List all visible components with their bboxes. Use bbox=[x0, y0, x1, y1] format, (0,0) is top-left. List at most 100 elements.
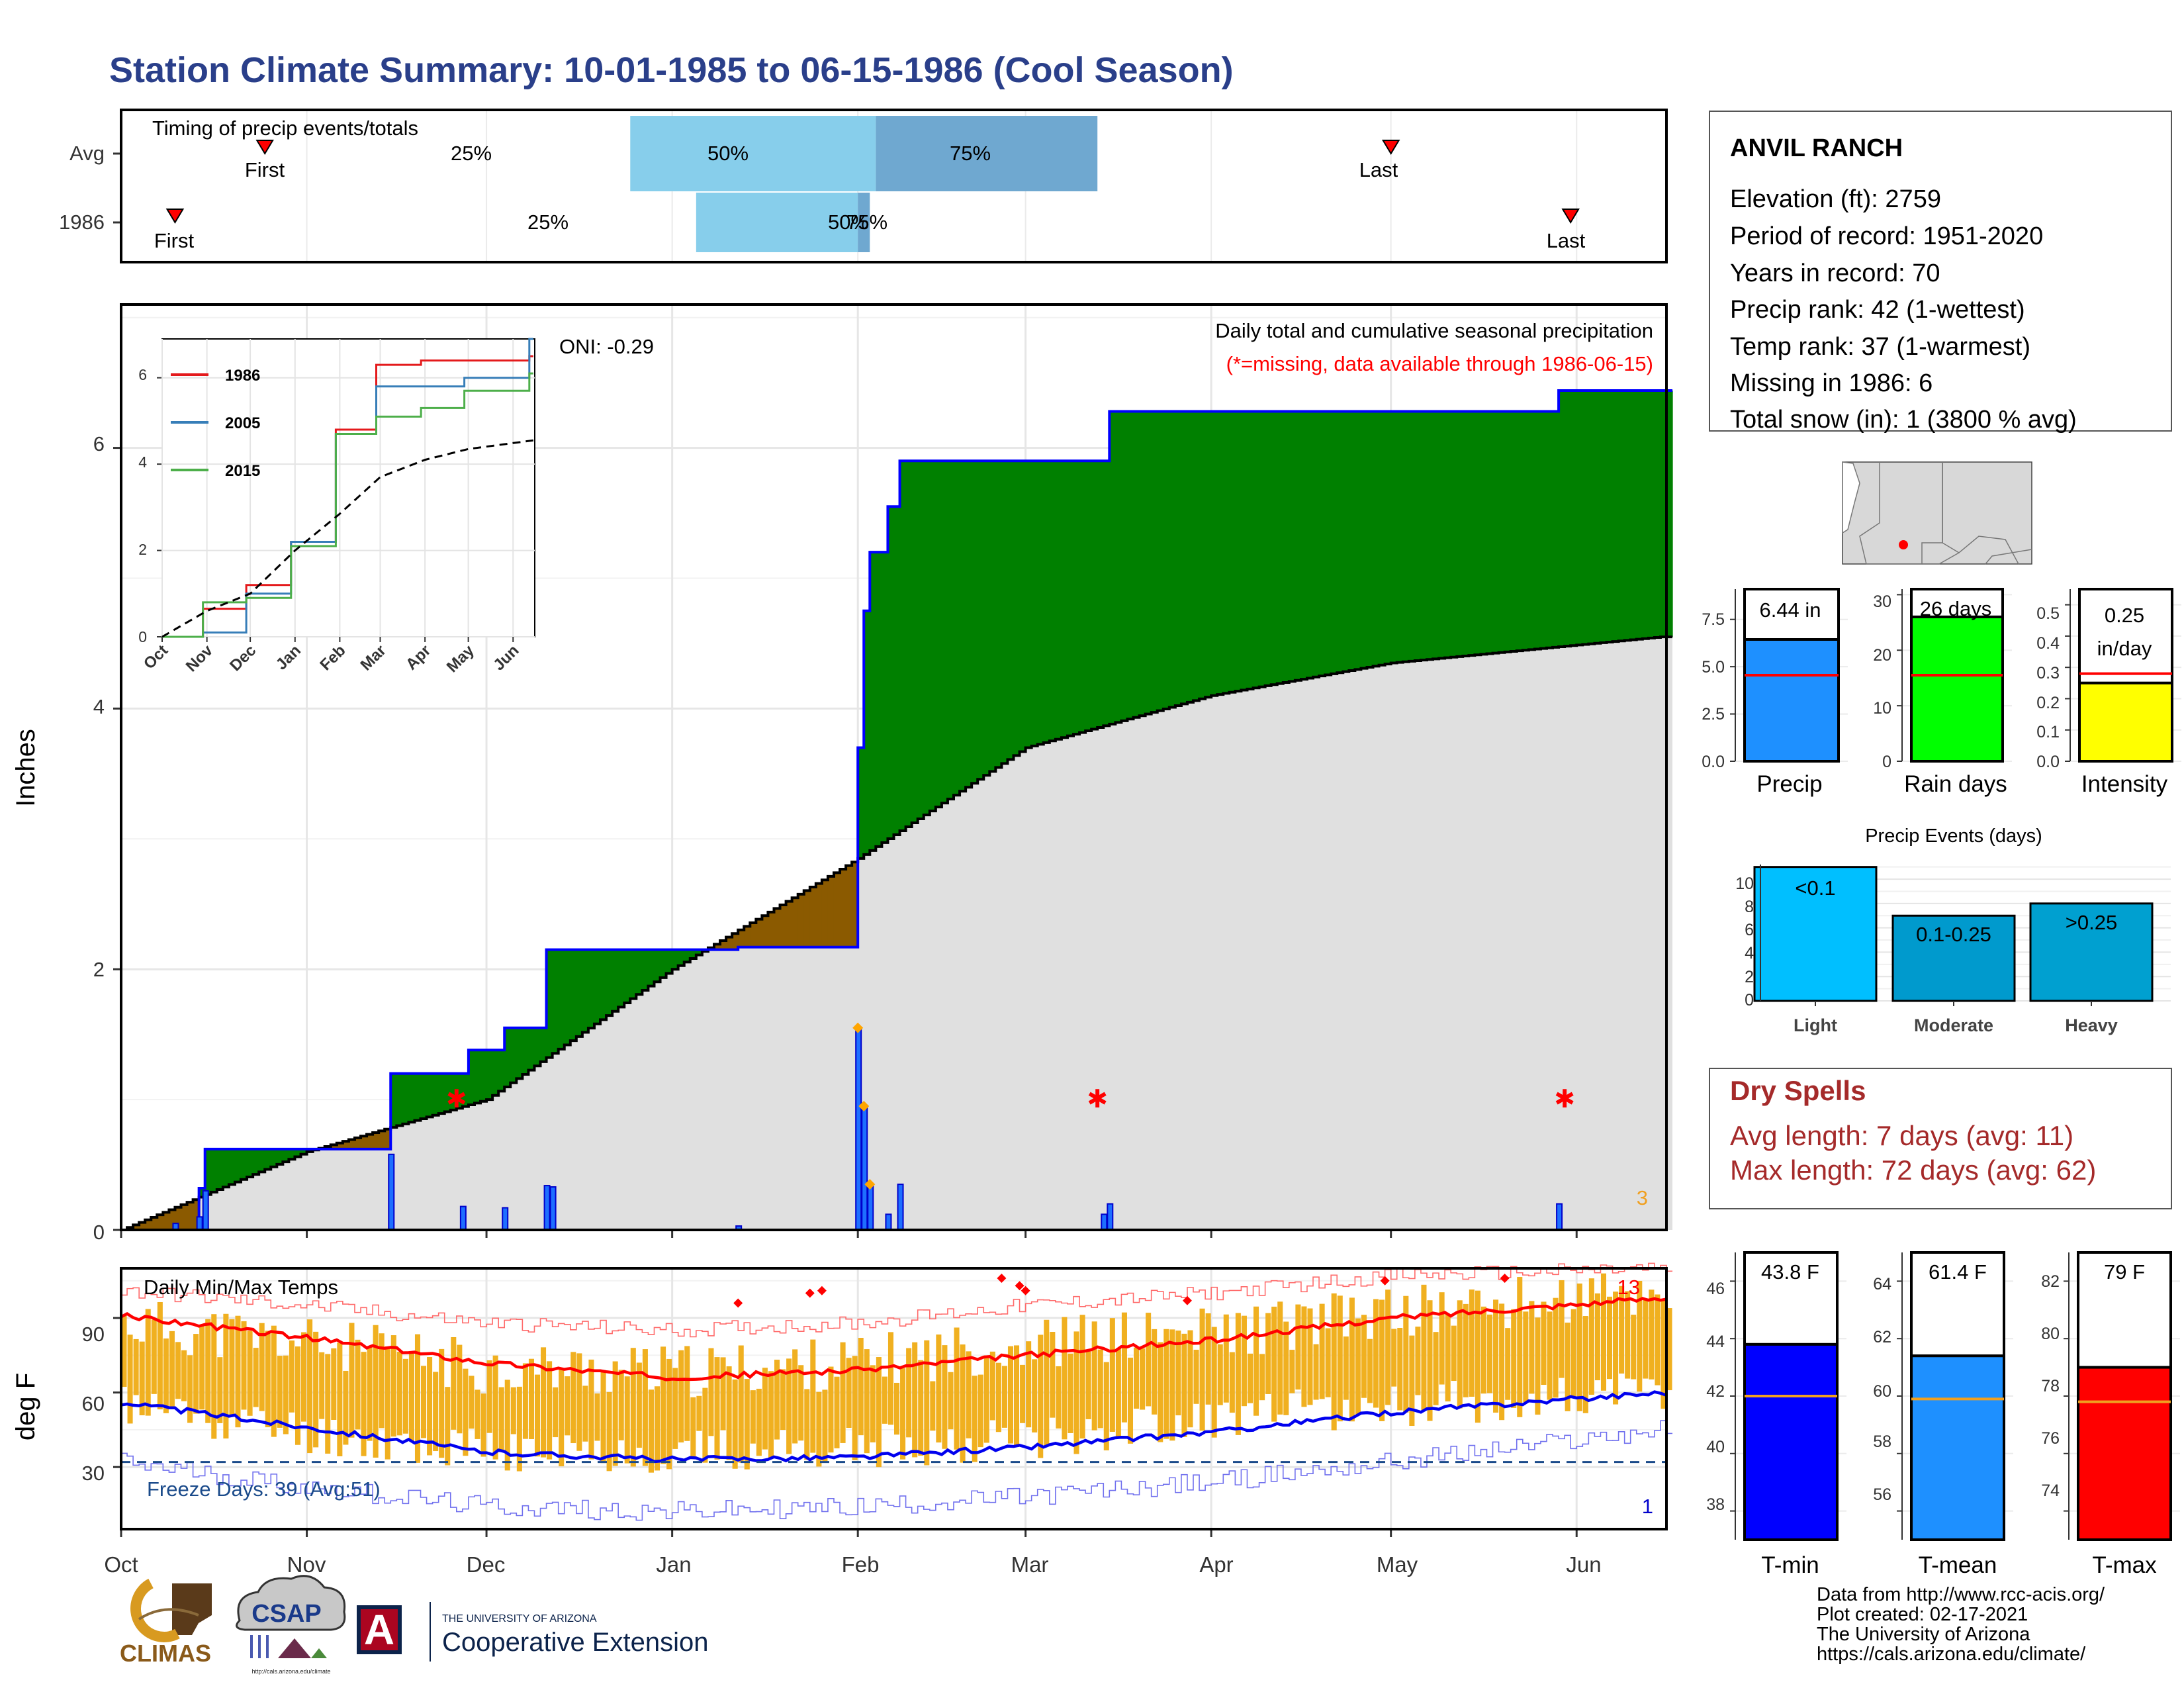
cumulative-departure-bar bbox=[762, 915, 769, 947]
daily-temp-bar bbox=[798, 1365, 804, 1441]
tmax-value-label: 79 F bbox=[2104, 1260, 2145, 1284]
daily-temp-bar bbox=[1158, 1342, 1163, 1442]
cumulative-departure-bar bbox=[576, 949, 583, 1037]
cumulative-departure-bar bbox=[300, 1149, 308, 1154]
precip-bar-label: Precip bbox=[1756, 771, 1822, 797]
cumulative-departure-bar bbox=[528, 1027, 535, 1070]
daily-temp-bar bbox=[1241, 1315, 1247, 1407]
intensity-bar-value-line2: in/day bbox=[2097, 637, 2152, 660]
daily-temp-bar bbox=[618, 1370, 624, 1440]
daily-temp-bar bbox=[1032, 1359, 1038, 1432]
tmean-ytick-64: 64 bbox=[1873, 1275, 1891, 1293]
cumulative-departure-bar bbox=[1480, 411, 1488, 655]
intensity-bar-label: Intensity bbox=[2081, 771, 2168, 797]
daily-temp-bar bbox=[774, 1360, 780, 1440]
daily-temp-bar bbox=[1050, 1332, 1056, 1418]
temp-min-count: 1 bbox=[1642, 1495, 1653, 1518]
daily-temp-bar bbox=[259, 1323, 265, 1411]
cumulative-departure-bar bbox=[1576, 390, 1583, 645]
daily-temp-bar bbox=[1115, 1348, 1121, 1438]
cumulative-departure-bar bbox=[271, 1149, 277, 1167]
cumulative-departure-bar bbox=[1205, 411, 1212, 698]
daily-temp-bar bbox=[396, 1352, 402, 1436]
cumulative-departure-bar bbox=[666, 949, 673, 974]
tmin-ytick-46: 46 bbox=[1706, 1280, 1725, 1298]
cumulative-departure-bar bbox=[840, 869, 846, 947]
tmin-ytick-38: 38 bbox=[1706, 1495, 1725, 1514]
raindays-bar-value bbox=[1910, 615, 2004, 763]
daily-temp-bar bbox=[283, 1355, 289, 1434]
cumulative-departure-bar bbox=[750, 923, 756, 947]
ua-extension-text: Cooperative Extension bbox=[442, 1628, 708, 1657]
daily-temp-bar bbox=[786, 1358, 792, 1454]
daily-temp-bar bbox=[1199, 1308, 1205, 1431]
daily-temp-bar bbox=[1355, 1318, 1361, 1415]
daily-temp-bar bbox=[343, 1370, 349, 1445]
cumulative-departure-bar bbox=[210, 1149, 218, 1192]
oni-label: ONI: -0.29 bbox=[559, 335, 654, 358]
csap-logo: CSAP http://cals.arizona.edu/climate bbox=[236, 1575, 346, 1675]
cumulative-departure-bar bbox=[618, 949, 625, 1008]
cumulative-departure-bar bbox=[678, 949, 685, 966]
daily-temp-bar bbox=[1625, 1291, 1631, 1379]
university-logo: A THE UNIVERSITY OF ARIZONA Cooperative … bbox=[357, 1602, 708, 1662]
cumulative-departure-bar bbox=[720, 941, 727, 950]
month-label-nov: Nov bbox=[287, 1552, 326, 1577]
cumulative-departure-bar bbox=[1433, 411, 1439, 659]
cumulative-departure-bar bbox=[911, 461, 919, 823]
daily-temp-bar bbox=[720, 1357, 726, 1430]
cumulative-departure-bar bbox=[1169, 411, 1176, 708]
daily-temp-bar bbox=[930, 1381, 936, 1431]
daily-temp-bar bbox=[1385, 1289, 1391, 1405]
cumulative-departure-bar bbox=[1241, 411, 1248, 690]
cumulative-departure-bar bbox=[504, 1027, 511, 1088]
cumulative-departure-bar bbox=[648, 949, 655, 986]
daily-temp-bar bbox=[983, 1355, 989, 1443]
daily-temp-bar bbox=[1655, 1294, 1661, 1385]
cumulative-departure-bar bbox=[480, 1050, 487, 1102]
cumulative-departure-bar bbox=[498, 1050, 505, 1092]
cumulative-departure-bar bbox=[1127, 411, 1134, 720]
daily-temp-bar bbox=[229, 1319, 235, 1415]
daily-temp-bar bbox=[1349, 1297, 1355, 1422]
cumulative-departure-bar bbox=[833, 872, 841, 947]
cumulative-departure-bar bbox=[1157, 411, 1164, 711]
daily-temp-bar bbox=[121, 1315, 127, 1387]
daily-temp-bar bbox=[1613, 1291, 1619, 1405]
cumulative-departure-bar bbox=[744, 926, 751, 947]
daily-temp-bar bbox=[660, 1346, 666, 1464]
daily-precip-bar bbox=[202, 1190, 209, 1231]
daily-temp-bar bbox=[696, 1395, 702, 1431]
daily-temp-bar bbox=[1361, 1315, 1367, 1398]
temp-frame bbox=[120, 1267, 1668, 1530]
cumulative-departure-bar bbox=[594, 949, 601, 1024]
daily-temp-bar bbox=[367, 1346, 373, 1441]
daily-temp-bar bbox=[1403, 1295, 1409, 1413]
tmean-bar-value bbox=[1910, 1354, 2005, 1541]
daily-temp-bar bbox=[1373, 1299, 1379, 1408]
cumulative-departure-bar bbox=[966, 461, 972, 788]
tmean-ytick-62: 62 bbox=[1873, 1328, 1891, 1346]
cumulative-departure-bar bbox=[163, 1212, 170, 1230]
daily-temp-bar bbox=[510, 1387, 516, 1434]
daily-precip-bar bbox=[196, 1216, 203, 1231]
daily-temp-bar bbox=[1127, 1357, 1134, 1444]
precip-bar-value bbox=[1743, 638, 1840, 763]
daily-temp-bar bbox=[702, 1387, 708, 1463]
daily-precip-bar bbox=[885, 1213, 892, 1231]
daily-temp-bar bbox=[1146, 1313, 1152, 1407]
tmin-ytick-42: 42 bbox=[1706, 1382, 1725, 1401]
intensity-bar-ytick-3: 0.3 bbox=[2036, 664, 2060, 682]
daily-temp-bar bbox=[1056, 1366, 1062, 1429]
daily-temp-bar bbox=[469, 1376, 475, 1429]
timing-row-label-avg: Avg bbox=[69, 142, 105, 165]
daily-temp-bar bbox=[630, 1348, 636, 1467]
cumulative-departure-bar bbox=[1439, 411, 1445, 659]
tmin-yticks: 38 40 42 44 46 bbox=[1706, 1280, 1725, 1514]
daily-temp-bar bbox=[565, 1376, 570, 1436]
cumulative-departure-bar bbox=[935, 461, 942, 808]
cumulative-departure-bar bbox=[522, 1027, 529, 1074]
climas-logo: CLIMAS bbox=[120, 1578, 212, 1667]
daily-temp-bar bbox=[559, 1368, 565, 1467]
